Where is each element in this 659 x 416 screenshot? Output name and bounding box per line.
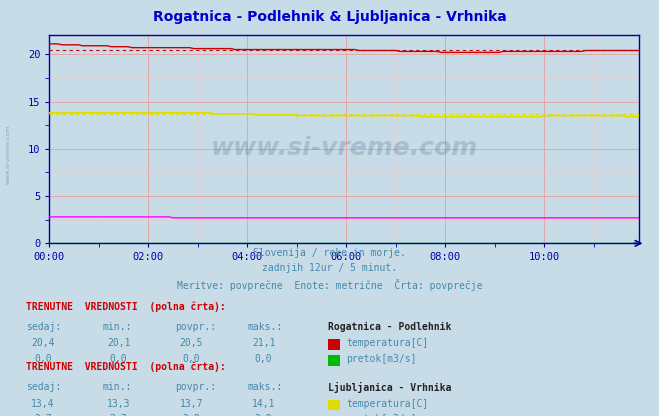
Text: min.:: min.: bbox=[102, 382, 132, 392]
Text: zadnjih 12ur / 5 minut.: zadnjih 12ur / 5 minut. bbox=[262, 263, 397, 273]
Text: 2,9: 2,9 bbox=[255, 414, 272, 416]
Text: temperatura[C]: temperatura[C] bbox=[346, 399, 428, 409]
Text: min.:: min.: bbox=[102, 322, 132, 332]
Text: 21,1: 21,1 bbox=[252, 338, 275, 348]
Text: 2,7: 2,7 bbox=[110, 414, 127, 416]
Text: 13,4: 13,4 bbox=[31, 399, 55, 409]
Text: TRENUTNE  VREDNOSTI  (polna črta):: TRENUTNE VREDNOSTI (polna črta): bbox=[26, 302, 226, 312]
Text: 2,8: 2,8 bbox=[183, 414, 200, 416]
Text: pretok[m3/s]: pretok[m3/s] bbox=[346, 354, 416, 364]
Text: 0,0: 0,0 bbox=[34, 354, 51, 364]
Text: Rogatnica - Podlehnik: Rogatnica - Podlehnik bbox=[328, 322, 451, 332]
Text: www.si-vreme.com: www.si-vreme.com bbox=[211, 136, 478, 160]
Text: Rogatnica - Podlehnik & Ljubljanica - Vrhnika: Rogatnica - Podlehnik & Ljubljanica - Vr… bbox=[153, 10, 506, 25]
Text: 0,0: 0,0 bbox=[110, 354, 127, 364]
Text: temperatura[C]: temperatura[C] bbox=[346, 338, 428, 348]
Text: 0,0: 0,0 bbox=[183, 354, 200, 364]
Text: 13,7: 13,7 bbox=[179, 399, 203, 409]
Text: Meritve: povprečne  Enote: metrične  Črta: povprečje: Meritve: povprečne Enote: metrične Črta:… bbox=[177, 279, 482, 291]
Text: 20,5: 20,5 bbox=[179, 338, 203, 348]
Text: Ljubljanica - Vrhnika: Ljubljanica - Vrhnika bbox=[328, 382, 451, 393]
Text: povpr.:: povpr.: bbox=[175, 322, 215, 332]
Text: maks.:: maks.: bbox=[247, 322, 282, 332]
Text: Slovenija / reke in morje.: Slovenija / reke in morje. bbox=[253, 248, 406, 258]
Text: pretok[m3/s]: pretok[m3/s] bbox=[346, 414, 416, 416]
Text: 0,0: 0,0 bbox=[255, 354, 272, 364]
Text: 20,1: 20,1 bbox=[107, 338, 130, 348]
Text: 2,7: 2,7 bbox=[34, 414, 51, 416]
Text: www.si-vreme.com: www.si-vreme.com bbox=[5, 124, 11, 184]
Text: sedaj:: sedaj: bbox=[26, 322, 61, 332]
Text: maks.:: maks.: bbox=[247, 382, 282, 392]
Text: 13,3: 13,3 bbox=[107, 399, 130, 409]
Text: 20,4: 20,4 bbox=[31, 338, 55, 348]
Text: sedaj:: sedaj: bbox=[26, 382, 61, 392]
Text: TRENUTNE  VREDNOSTI  (polna črta):: TRENUTNE VREDNOSTI (polna črta): bbox=[26, 362, 226, 372]
Text: povpr.:: povpr.: bbox=[175, 382, 215, 392]
Text: 14,1: 14,1 bbox=[252, 399, 275, 409]
